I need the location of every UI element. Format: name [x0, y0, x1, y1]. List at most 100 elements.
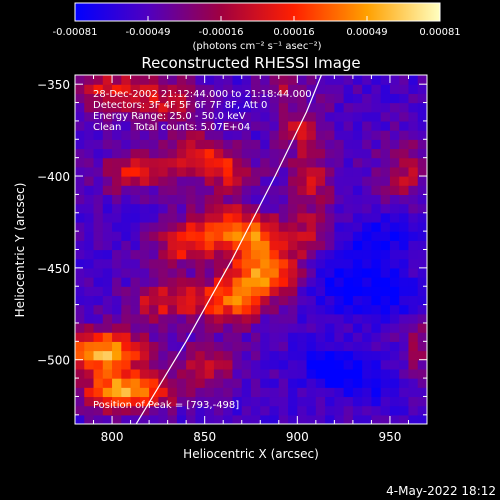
- heatmap-cell: [130, 185, 141, 195]
- heatmap-cell: [241, 387, 252, 398]
- y-tick-label: −500: [37, 354, 70, 368]
- heatmap-cell: [93, 304, 104, 315]
- heatmap-cell: [288, 267, 298, 278]
- heatmap-cell: [158, 194, 169, 205]
- heatmap-cell: [315, 84, 326, 94]
- heatmap-cell: [269, 405, 280, 416]
- heatmap-cell: [251, 277, 261, 287]
- heatmap-cell: [343, 194, 354, 205]
- heatmap-cell: [102, 249, 113, 260]
- heatmap-cell: [213, 166, 224, 177]
- heatmap-cell: [343, 111, 354, 122]
- heatmap-cell: [343, 139, 354, 150]
- heatmap-cell: [158, 387, 169, 398]
- heatmap-cell: [75, 111, 85, 122]
- heatmap-cell: [102, 231, 113, 241]
- heatmap-cell: [389, 368, 400, 379]
- heatmap-cell: [149, 176, 159, 186]
- heatmap-cell: [121, 304, 132, 315]
- heatmap-cell: [112, 93, 122, 104]
- heatmap-cell: [399, 350, 410, 361]
- heatmap-cell: [130, 387, 141, 398]
- heatmap-cell: [334, 378, 345, 388]
- heatmap-cell: [102, 221, 113, 232]
- heatmap-cell: [278, 93, 289, 104]
- heatmap-cell: [297, 313, 308, 324]
- heatmap-cell: [334, 258, 345, 269]
- heatmap-cell: [297, 414, 308, 424]
- heatmap-cell: [417, 359, 427, 370]
- heatmap-cell: [278, 130, 289, 140]
- heatmap-cell: [176, 368, 187, 379]
- heatmap-cell: [380, 111, 391, 122]
- heatmap-cell: [93, 313, 104, 324]
- heatmap-cell: [241, 313, 252, 324]
- heatmap-cell: [195, 176, 206, 186]
- heatmap-cell: [251, 84, 261, 94]
- heatmap-cell: [121, 414, 132, 424]
- heatmap-cell: [102, 93, 113, 104]
- heatmap-cell: [260, 240, 271, 251]
- heatmap-cell: [297, 166, 308, 177]
- heatmap-cell: [278, 341, 289, 352]
- heatmap-cell: [315, 304, 326, 315]
- heatmap-cell: [288, 405, 298, 416]
- heatmap-cell: [288, 295, 298, 306]
- heatmap-cell: [343, 258, 354, 269]
- heatmap-cell: [112, 387, 122, 398]
- heatmap-cell: [408, 176, 419, 186]
- heatmap-cell: [167, 304, 178, 315]
- heatmap-cell: [84, 212, 95, 223]
- heatmap-cell: [158, 93, 169, 104]
- heatmap-cell: [408, 148, 419, 159]
- heatmap-cell: [380, 240, 391, 251]
- heatmap-cell: [130, 212, 141, 223]
- heatmap-cell: [260, 84, 271, 94]
- heatmap-cell: [269, 258, 280, 269]
- heatmap-cell: [130, 157, 141, 168]
- heatmap-cell: [93, 387, 104, 398]
- heatmap-cell: [121, 84, 132, 94]
- heatmap-cell: [334, 387, 345, 398]
- heatmap-cell: [195, 405, 206, 416]
- heatmap-cell: [130, 84, 141, 94]
- y-tick-label: −400: [37, 170, 70, 184]
- heatmap-cell: [269, 93, 280, 104]
- heatmap-cell: [334, 414, 345, 424]
- heatmap-cell: [139, 341, 150, 352]
- heatmap-cell: [251, 249, 261, 260]
- heatmap-cell: [362, 258, 373, 269]
- heatmap-cell: [278, 277, 289, 287]
- heatmap-cell: [102, 359, 113, 370]
- heatmap-cell: [325, 84, 335, 94]
- heatmap-cell: [112, 322, 122, 333]
- heatmap-cell: [75, 295, 85, 306]
- heatmap-cell: [389, 405, 400, 416]
- heatmap-cell: [269, 332, 280, 342]
- heatmap-cell: [130, 148, 141, 159]
- heatmap-cell: [352, 387, 363, 398]
- heatmap-cell: [352, 267, 363, 278]
- heatmap-cell: [343, 414, 354, 424]
- heatmap-cell: [297, 139, 308, 150]
- heatmap-cell: [417, 322, 427, 333]
- heatmap-cell: [195, 120, 206, 131]
- heatmap-cell: [75, 84, 85, 94]
- heatmap-cell: [75, 286, 85, 297]
- heatmap-cell: [278, 231, 289, 241]
- heatmap-cell: [75, 148, 85, 159]
- heatmap-cell: [408, 258, 419, 269]
- heatmap-cell: [325, 295, 335, 306]
- heatmap-cell: [195, 130, 206, 140]
- heatmap-cell: [84, 194, 95, 205]
- heatmap-cell: [278, 221, 289, 232]
- heatmap-cell: [204, 396, 215, 407]
- heatmap-cell: [325, 267, 335, 278]
- heatmap-cell: [241, 332, 252, 342]
- heatmap-cell: [278, 111, 289, 122]
- heatmap-cell: [399, 313, 410, 324]
- heatmap-cell: [204, 93, 215, 104]
- heatmap-cell: [278, 396, 289, 407]
- heatmap-cell: [389, 359, 400, 370]
- heatmap-cell: [408, 203, 419, 214]
